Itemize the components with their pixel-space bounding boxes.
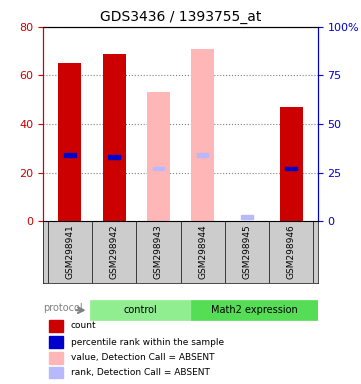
Text: GSM298945: GSM298945: [242, 225, 251, 280]
Text: Math2 expression: Math2 expression: [211, 305, 298, 315]
Text: GSM298946: GSM298946: [287, 225, 296, 280]
Text: GSM298942: GSM298942: [110, 225, 119, 280]
Bar: [64, 153, 76, 157]
Text: control: control: [124, 305, 158, 315]
Bar: [197, 153, 208, 157]
Bar: [90, 301, 191, 320]
Bar: [49, 320, 62, 332]
Bar: [108, 155, 120, 159]
Bar: [49, 336, 62, 348]
Bar: [191, 301, 318, 320]
Bar: [147, 93, 170, 221]
Text: protocol: protocol: [43, 303, 83, 313]
Text: GSM298943: GSM298943: [154, 225, 163, 280]
Bar: [49, 367, 62, 378]
Text: count: count: [71, 321, 96, 330]
Text: percentile rank within the sample: percentile rank within the sample: [71, 338, 224, 347]
Bar: [103, 54, 126, 221]
Bar: [285, 167, 297, 170]
Text: value, Detection Call = ABSENT: value, Detection Call = ABSENT: [71, 353, 214, 362]
Bar: [191, 49, 214, 221]
Bar: [49, 352, 62, 364]
Text: GSM298941: GSM298941: [65, 225, 74, 280]
Bar: [58, 63, 82, 221]
Bar: [279, 107, 303, 221]
Text: GSM298944: GSM298944: [198, 225, 207, 280]
Text: rank, Detection Call = ABSENT: rank, Detection Call = ABSENT: [71, 368, 210, 377]
Title: GDS3436 / 1393755_at: GDS3436 / 1393755_at: [100, 10, 261, 25]
Bar: [241, 215, 253, 219]
Bar: [153, 167, 164, 170]
